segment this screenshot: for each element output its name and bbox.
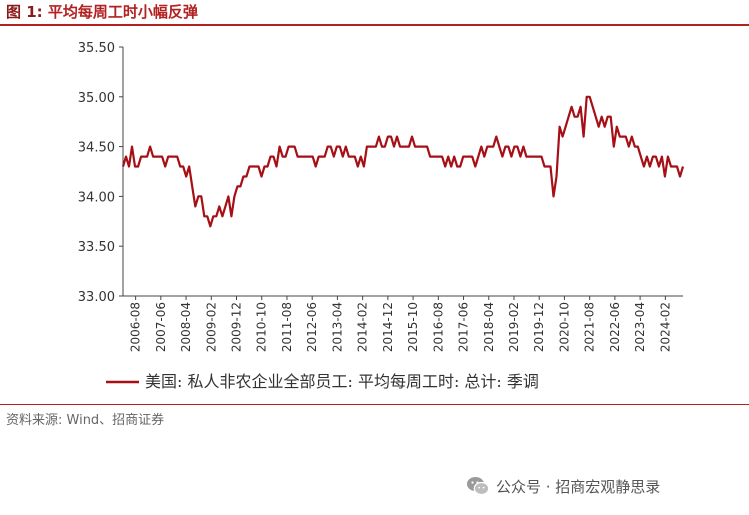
x-tick-label: 2014-02 — [356, 302, 370, 352]
figure-title: 平均每周工时小幅反弹 — [47, 3, 198, 21]
x-tick-label: 2008-04 — [179, 302, 193, 352]
x-tick-label: 2018-04 — [482, 302, 496, 352]
x-tick-label: 2015-10 — [406, 302, 420, 352]
x-tick-label: 2016-08 — [431, 302, 445, 352]
x-tick-label: 2023-04 — [633, 302, 647, 352]
y-tick-label: 34.50 — [78, 141, 115, 156]
x-axis: 2006-08 2007-06 2008-04 2009-02 2009-12 2010-… — [123, 295, 683, 352]
x-tick-label: 2014-12 — [381, 302, 395, 352]
y-tick-label: 33.50 — [78, 240, 115, 255]
x-tick-label: 2009-02 — [204, 302, 218, 352]
x-tick-label: 2007-06 — [154, 302, 168, 352]
x-tick-label: 2006-08 — [129, 302, 143, 352]
x-tick-label: 2020-10 — [557, 302, 571, 352]
x-tick-label: 2022-06 — [608, 302, 622, 352]
x-tick-label: 2024-02 — [658, 302, 672, 352]
series-group — [121, 95, 685, 228]
x-tick-label: 2017-06 — [457, 302, 471, 352]
y-tick-label: 33.00 — [78, 290, 115, 305]
y-tick-label: 34.00 — [78, 190, 115, 205]
x-tick-label: 2019-02 — [507, 302, 521, 352]
x-tick-label: 2013-04 — [330, 302, 344, 352]
footer-rule — [0, 404, 749, 405]
x-tick-label: 2019-12 — [532, 302, 546, 352]
x-tick-label: 2009-12 — [230, 302, 244, 352]
y-tick-label: 35.50 — [78, 41, 115, 56]
figure-label: 图 1: — [6, 3, 43, 21]
figure-header: 图 1: 平均每周工时小幅反弹 — [6, 2, 198, 22]
legend: 美国: 私人非农企业全部员工: 平均每周工时: 总计: 季调 — [106, 372, 539, 391]
watermark: 公众号 · 招商宏观静思录 — [466, 474, 660, 498]
x-tick-label: 2010-10 — [255, 302, 269, 352]
wechat-icon — [467, 477, 490, 496]
source-note: 资料来源: Wind、招商证券 — [6, 413, 165, 428]
x-tick-label: 2012-06 — [305, 302, 319, 352]
watermark-text: 公众号 · 招商宏观静思录 — [496, 477, 661, 496]
header-rule — [0, 24, 749, 26]
y-tick-label: 35.00 — [78, 91, 115, 106]
legend-label: 美国: 私人非农企业全部员工: 平均每周工时: 总计: 季调 — [145, 372, 539, 391]
y-axis: 33.00 33.50 34.00 34.50 35.00 35.50 — [78, 41, 124, 305]
x-tick-label: 2021-08 — [583, 302, 597, 352]
series-line — [121, 95, 685, 228]
x-tick-label: 2011-08 — [280, 302, 294, 352]
